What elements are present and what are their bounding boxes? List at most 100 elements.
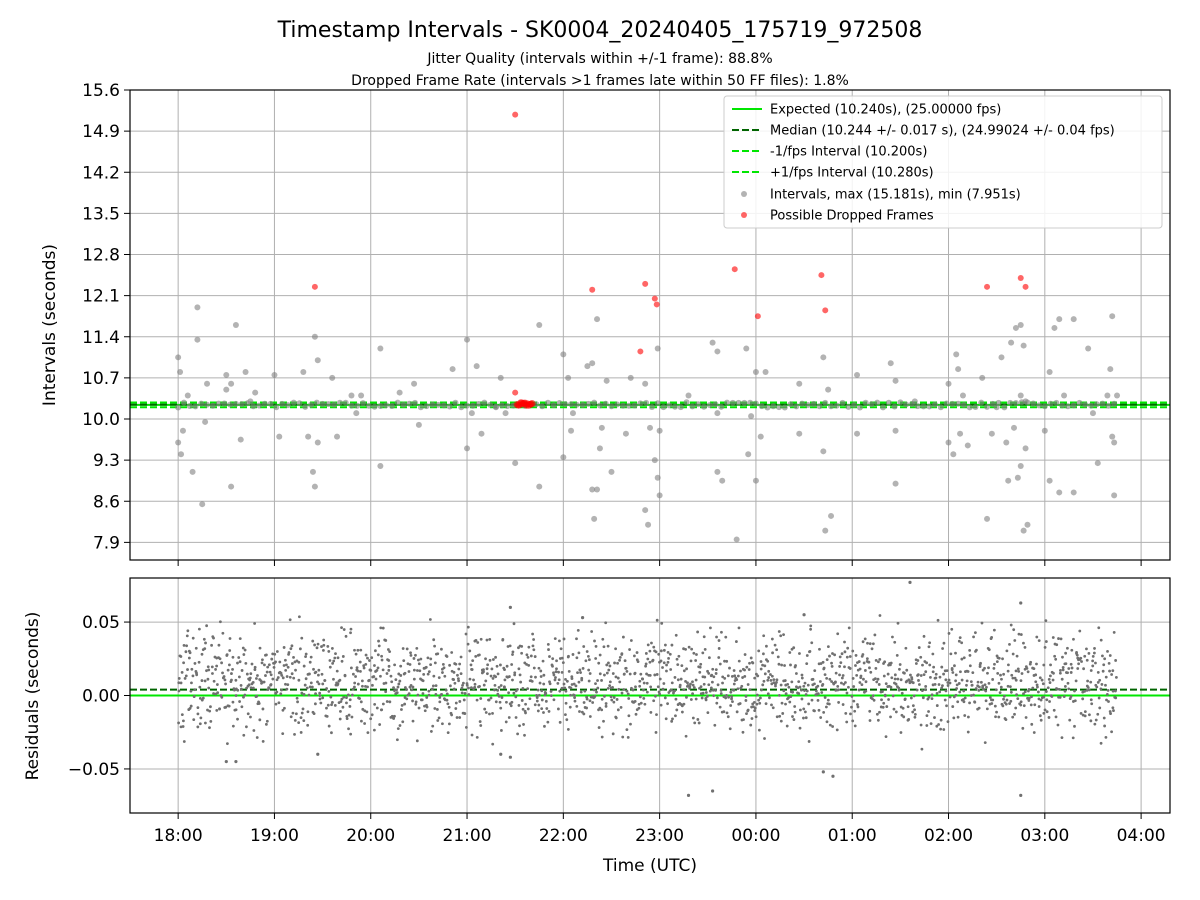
dropped-frame-point: [512, 111, 519, 118]
residual-point: [494, 675, 498, 679]
residual-point: [1114, 696, 1118, 700]
residual-point: [674, 633, 678, 637]
residual-point: [580, 616, 585, 620]
residual-point: [673, 689, 677, 693]
residual-point: [856, 705, 860, 709]
residual-point: [354, 675, 357, 678]
residual-point: [972, 693, 975, 697]
interval-point: [1011, 424, 1017, 431]
interval-point: [1111, 439, 1118, 446]
residual-point: [464, 632, 468, 636]
residual-point: [320, 645, 323, 648]
dropped-frame-point: [984, 283, 991, 290]
residual-point: [587, 668, 591, 672]
interval-point: [550, 402, 557, 409]
residual-point: [238, 660, 242, 664]
residual-point: [1081, 697, 1085, 701]
residual-point: [573, 696, 576, 700]
residual-point: [691, 680, 694, 684]
residual-point: [503, 668, 506, 672]
residual-point: [389, 674, 393, 678]
residual-point: [552, 698, 556, 702]
residual-point: [366, 731, 370, 735]
residual-point: [488, 658, 492, 662]
residual-point: [771, 651, 774, 655]
residual-point: [873, 633, 877, 637]
residual-point: [1032, 667, 1036, 670]
residual-point: [1035, 683, 1039, 687]
residual-point: [1015, 654, 1019, 658]
residual-point: [196, 712, 200, 716]
residual-point: [388, 700, 392, 704]
residual-point: [347, 727, 350, 731]
residual-point: [995, 710, 998, 714]
residual-point: [403, 686, 407, 689]
residual-point: [215, 708, 219, 712]
interval-point: [602, 400, 609, 407]
residual-point: [1089, 719, 1093, 723]
residual-point: [708, 689, 712, 693]
residual-point: [501, 638, 505, 642]
residual-point: [1041, 682, 1045, 686]
residual-point: [231, 667, 234, 671]
interval-point: [625, 402, 632, 409]
residual-point: [622, 672, 626, 676]
residual-point: [341, 705, 345, 709]
residual-point: [755, 702, 759, 706]
interval-point: [284, 402, 291, 409]
residual-point: [929, 722, 933, 726]
interval-point: [839, 399, 846, 406]
interval-point: [787, 401, 794, 408]
residual-point: [366, 656, 369, 660]
residual-point: [684, 734, 688, 738]
residual-point: [714, 668, 718, 672]
residual-point: [425, 696, 429, 699]
interval-point: [1046, 369, 1053, 375]
residual-point: [705, 694, 709, 698]
interval-point: [868, 401, 875, 408]
residual-point: [547, 648, 550, 651]
residual-point: [192, 695, 196, 698]
residual-point: [297, 721, 301, 725]
residual-point: [1093, 647, 1096, 650]
residual-point: [223, 678, 227, 682]
intervals-y-tick-label: 8.6: [93, 492, 120, 512]
interval-point: [1020, 342, 1027, 349]
residual-point: [772, 678, 776, 682]
residual-point: [527, 664, 531, 667]
residual-point: [274, 660, 277, 664]
residual-point: [505, 700, 508, 704]
residual-point: [675, 708, 679, 712]
interval-point: [314, 357, 321, 364]
residual-point: [363, 709, 367, 713]
residual-point: [725, 711, 729, 715]
residual-point: [951, 705, 955, 708]
residual-point: [551, 664, 554, 668]
residual-point: [237, 656, 241, 659]
residual-point: [766, 678, 770, 682]
residual-point: [454, 701, 458, 705]
interval-point: [228, 380, 235, 387]
residual-point: [568, 705, 572, 709]
interval-point: [396, 389, 403, 396]
residual-point: [1067, 687, 1071, 691]
residual-point: [746, 683, 750, 686]
interval-point: [302, 403, 309, 410]
interval-point: [645, 521, 652, 528]
residual-point: [684, 679, 687, 683]
residual-point: [361, 684, 364, 688]
residual-point: [808, 650, 812, 653]
residual-point: [403, 671, 407, 675]
interval-point: [695, 401, 702, 408]
residual-point: [962, 656, 966, 660]
residual-point: [1082, 667, 1086, 671]
interval-point: [1014, 474, 1021, 481]
legend-expected-label: Expected (10.240s), (25.00000 fps): [770, 103, 1001, 118]
legend-intervals-label: Intervals, max (15.181s), min (7.951s): [770, 188, 1021, 203]
interval-point: [984, 515, 991, 522]
residual-point: [189, 704, 193, 708]
residual-point: [911, 681, 915, 685]
residual-point: [493, 688, 496, 692]
interval-point: [1085, 345, 1092, 352]
residual-point: [737, 626, 741, 630]
